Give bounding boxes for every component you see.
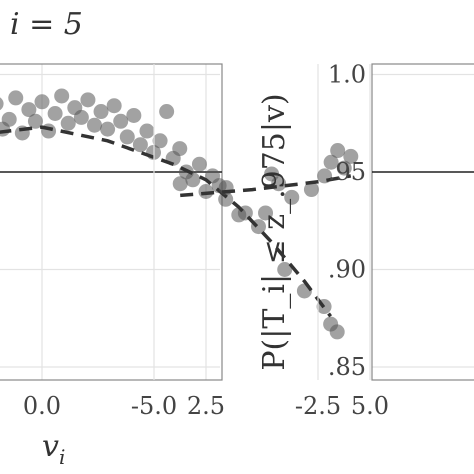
l-point-24 bbox=[47, 106, 63, 121]
left-points bbox=[0, 88, 345, 340]
l-point-34 bbox=[113, 113, 129, 129]
r-y-tick-label: .85 bbox=[328, 353, 366, 381]
l-point-25 bbox=[54, 88, 70, 104]
l-point-32 bbox=[100, 121, 116, 137]
r-point-5 bbox=[303, 182, 319, 198]
r-point-10 bbox=[343, 148, 359, 164]
l-point-35 bbox=[119, 129, 135, 145]
l-point-26 bbox=[60, 115, 76, 131]
l-point-33 bbox=[106, 98, 122, 114]
l-point-22 bbox=[34, 94, 50, 110]
r-y-tick-label: .90 bbox=[328, 256, 366, 284]
l-point-17 bbox=[1, 111, 17, 127]
left-x-tick-labels: 0.0 2.5 5.0 bbox=[23, 392, 389, 420]
l-point-31 bbox=[93, 104, 109, 120]
r-point-0 bbox=[172, 176, 188, 192]
l-x-tick-label: 0.0 bbox=[23, 392, 61, 420]
l-point-30 bbox=[86, 117, 102, 133]
l-point-20 bbox=[21, 102, 37, 118]
l-point-15 bbox=[0, 97, 4, 111]
r-point-9 bbox=[336, 160, 352, 176]
right-y-tick-labels: .85 .90 .95 1.0 bbox=[328, 61, 366, 382]
r-point-2 bbox=[258, 205, 274, 221]
l-point-41 bbox=[159, 104, 175, 120]
left-x-axis-label: vi bbox=[42, 429, 65, 469]
l-point-18 bbox=[8, 90, 24, 106]
left-panel: 0.0 2.5 5.0 vi bbox=[0, 63, 389, 469]
l-x-tick-label: 2.5 bbox=[187, 392, 225, 420]
r-x-tick-label: -2.5 bbox=[295, 392, 341, 420]
left-trend-line bbox=[0, 125, 333, 318]
l-point-21 bbox=[27, 113, 43, 129]
l-point-50 bbox=[218, 191, 234, 207]
r-point-4 bbox=[284, 189, 300, 205]
right-trend-line bbox=[180, 174, 352, 198]
l-x-tick-label: 5.0 bbox=[351, 392, 389, 420]
r-point-7 bbox=[323, 154, 339, 170]
l-point-28 bbox=[73, 109, 89, 125]
r-y-tick-label: .95 bbox=[328, 158, 366, 186]
r-y-tick-label: 1.0 bbox=[328, 61, 366, 89]
l-point-29 bbox=[80, 92, 96, 108]
right-plot-frame bbox=[371, 63, 474, 381]
l-point-43 bbox=[172, 141, 188, 157]
l-point-38 bbox=[139, 123, 155, 139]
left-x-axis-label-main: v bbox=[42, 429, 59, 464]
right-x-tick-labels: -5.0 -2.5 bbox=[131, 392, 341, 420]
l-point-59 bbox=[329, 324, 345, 340]
left-x-axis-label-subscript: i bbox=[59, 445, 65, 469]
r-point-8 bbox=[330, 143, 346, 159]
r-x-tick-label: -5.0 bbox=[131, 392, 177, 420]
right-panel: .85 .90 .95 1.0 -5.0 -2.5 P(|T_i| ≤ z_.975|v… bbox=[131, 61, 474, 420]
right-y-axis-label: P(|T_i| ≤ z_.975|v) bbox=[257, 93, 292, 370]
l-point-36 bbox=[126, 107, 142, 123]
l-point-46 bbox=[191, 156, 207, 172]
right-grid bbox=[153, 64, 474, 380]
figure-title: i = 5 bbox=[10, 7, 83, 42]
l-point-37 bbox=[132, 137, 148, 153]
l-point-45 bbox=[185, 172, 201, 188]
l-point-55 bbox=[277, 262, 293, 277]
left-plot-frame bbox=[0, 63, 223, 381]
l-point-40 bbox=[152, 133, 168, 149]
